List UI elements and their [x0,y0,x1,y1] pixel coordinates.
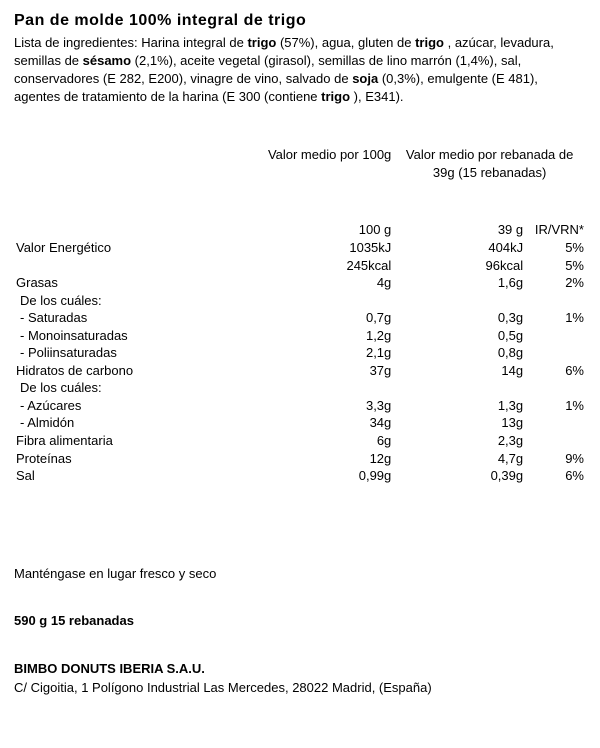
header-perslice: Valor medio por rebanada de 39g (15 reba… [393,146,586,221]
cell-per100: 100 g [217,221,393,239]
cell-perslice: 39 g [393,221,525,239]
cell-perslice: 0,3g [393,309,525,327]
table-header-row: Valor medio por 100g Valor medio por reb… [14,146,586,221]
ing-part: ), E341). [350,89,403,104]
cell-label: Sal [14,467,217,485]
cell-per100: 245kcal [217,257,393,275]
cell-per100 [217,379,393,397]
header-per100: Valor medio por 100g [217,146,393,221]
cell-perslice: 0,39g [393,467,525,485]
cell-label: - Almidón [14,414,217,432]
cell-perslice: 2,3g [393,432,525,450]
product-title: Pan de molde 100% integral de trigo [14,10,586,32]
cell-label: - Saturadas [14,309,217,327]
cell-per100: 0,99g [217,467,393,485]
cell-perslice: 404kJ [393,239,525,257]
table-row: De los cuáles: [14,292,586,310]
cell-per100: 6g [217,432,393,450]
cell-ir [525,414,586,432]
cell-label [14,257,217,275]
table-row: 245kcal96kcal5% [14,257,586,275]
ingredients-text: Lista de ingredientes: Harina integral d… [14,34,586,107]
cell-ir: 9% [525,450,586,468]
cell-ir: 5% [525,239,586,257]
ing-bold: sésamo [83,53,131,68]
table-row: Valor Energético1035kJ404kJ5% [14,239,586,257]
cell-ir: 5% [525,257,586,275]
cell-ir: 6% [525,362,586,380]
cell-perslice [393,292,525,310]
cell-perslice: 13g [393,414,525,432]
cell-perslice: 1,6g [393,274,525,292]
ing-part: Lista de ingredientes: Harina integral d… [14,35,247,50]
cell-label: Fibra alimentaria [14,432,217,450]
table-row: Sal0,99g0,39g6% [14,467,586,485]
cell-label: - Azúcares [14,397,217,415]
cell-perslice: 1,3g [393,397,525,415]
cell-per100: 3,3g [217,397,393,415]
cell-per100 [217,292,393,310]
cell-ir [525,432,586,450]
weight-text: 590 g 15 rebanadas [14,612,586,630]
cell-perslice: 4,7g [393,450,525,468]
ing-part: (57%), agua, gluten de [276,35,415,50]
table-row: Hidratos de carbono37g14g6% [14,362,586,380]
cell-ir [525,379,586,397]
cell-label: - Monoinsaturadas [14,327,217,345]
cell-per100: 1,2g [217,327,393,345]
table-row: - Monoinsaturadas1,2g0,5g [14,327,586,345]
company-address: C/ Cigoitia, 1 Polígono Industrial Las M… [14,679,586,697]
ing-bold: trigo [247,35,276,50]
cell-label: Proteínas [14,450,217,468]
table-row: - Azúcares3,3g1,3g1% [14,397,586,415]
cell-label: - Poliinsaturadas [14,344,217,362]
ing-bold: trigo [415,35,444,50]
cell-per100: 12g [217,450,393,468]
cell-perslice: 0,8g [393,344,525,362]
company-name: BIMBO DONUTS IBERIA S.A.U. [14,660,586,678]
cell-ir: 2% [525,274,586,292]
base-row: 100 g 39 g IR/VRN* [14,221,586,239]
cell-ir: 1% [525,397,586,415]
cell-ir [525,344,586,362]
cell-label: De los cuáles: [14,379,217,397]
cell-label: De los cuáles: [14,292,217,310]
cell-ir: 6% [525,467,586,485]
cell-perslice: 14g [393,362,525,380]
ing-bold: trigo [321,89,350,104]
cell-ir: IR/VRN* [525,221,586,239]
cell-perslice: 96kcal [393,257,525,275]
table-row: De los cuáles: [14,379,586,397]
cell-label: Grasas [14,274,217,292]
cell-perslice: 0,5g [393,327,525,345]
table-row: - Saturadas0,7g0,3g1% [14,309,586,327]
cell-perslice [393,379,525,397]
cell-ir [525,327,586,345]
cell-per100: 2,1g [217,344,393,362]
table-row: Proteínas12g4,7g9% [14,450,586,468]
table-row: Grasas4g1,6g2% [14,274,586,292]
cell-label: Valor Energético [14,239,217,257]
table-row: - Almidón34g13g [14,414,586,432]
table-row: Fibra alimentaria6g2,3g [14,432,586,450]
cell-ir: 1% [525,309,586,327]
cell-per100: 4g [217,274,393,292]
cell-per100: 34g [217,414,393,432]
cell-label [14,221,217,239]
cell-per100: 37g [217,362,393,380]
ing-bold: soja [352,71,378,86]
cell-per100: 1035kJ [217,239,393,257]
nutrition-table: Valor medio por 100g Valor medio por reb… [14,146,586,484]
cell-per100: 0,7g [217,309,393,327]
cell-ir [525,292,586,310]
table-row: - Poliinsaturadas2,1g0,8g [14,344,586,362]
cell-label: Hidratos de carbono [14,362,217,380]
storage-text: Manténgase en lugar fresco y seco [14,565,586,583]
